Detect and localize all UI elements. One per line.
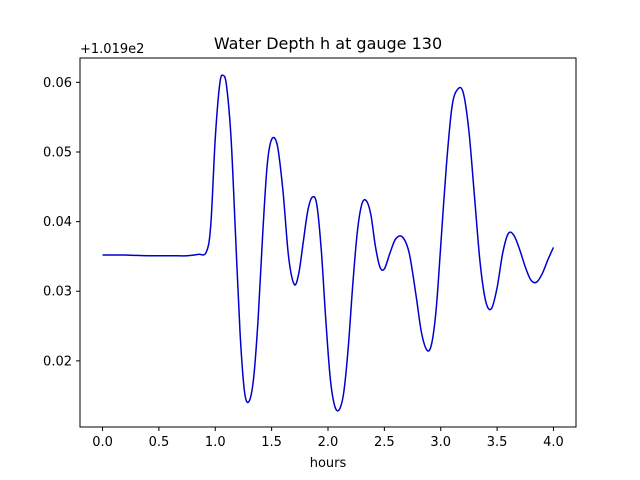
plot-area xyxy=(79,57,577,428)
x-axis-label: hours xyxy=(310,456,347,471)
x-axis: 0.0 0.5 1.0 1.5 2.0 2.5 3.0 3.5 4.0 xyxy=(92,427,564,450)
plot-frame xyxy=(79,57,577,428)
y-offset-label: +1.019e2 xyxy=(80,42,144,57)
x-tick-label: 3.5 xyxy=(487,435,508,450)
x-tick-label: 4.0 xyxy=(543,435,564,450)
x-tick-label: 1.5 xyxy=(261,435,282,450)
y-tick-label: 0.06 xyxy=(43,76,72,91)
x-tick-label: 2.5 xyxy=(374,435,395,450)
y-axis: 0.02 0.03 0.04 0.05 0.06 xyxy=(43,76,80,369)
chart-title: Water Depth h at gauge 130 xyxy=(214,34,442,53)
x-tick-label: 1.0 xyxy=(205,435,226,450)
x-tick-label: 3.0 xyxy=(430,435,451,450)
y-tick-label: 0.02 xyxy=(43,354,72,369)
series-line xyxy=(102,74,555,412)
y-tick-label: 0.05 xyxy=(43,145,72,160)
x-tick-label: 0.5 xyxy=(149,435,170,450)
x-tick-label: 0.0 xyxy=(92,435,113,450)
y-tick-label: 0.03 xyxy=(43,285,72,300)
x-tick-label: 2.0 xyxy=(318,435,339,450)
y-tick-label: 0.04 xyxy=(43,215,72,230)
